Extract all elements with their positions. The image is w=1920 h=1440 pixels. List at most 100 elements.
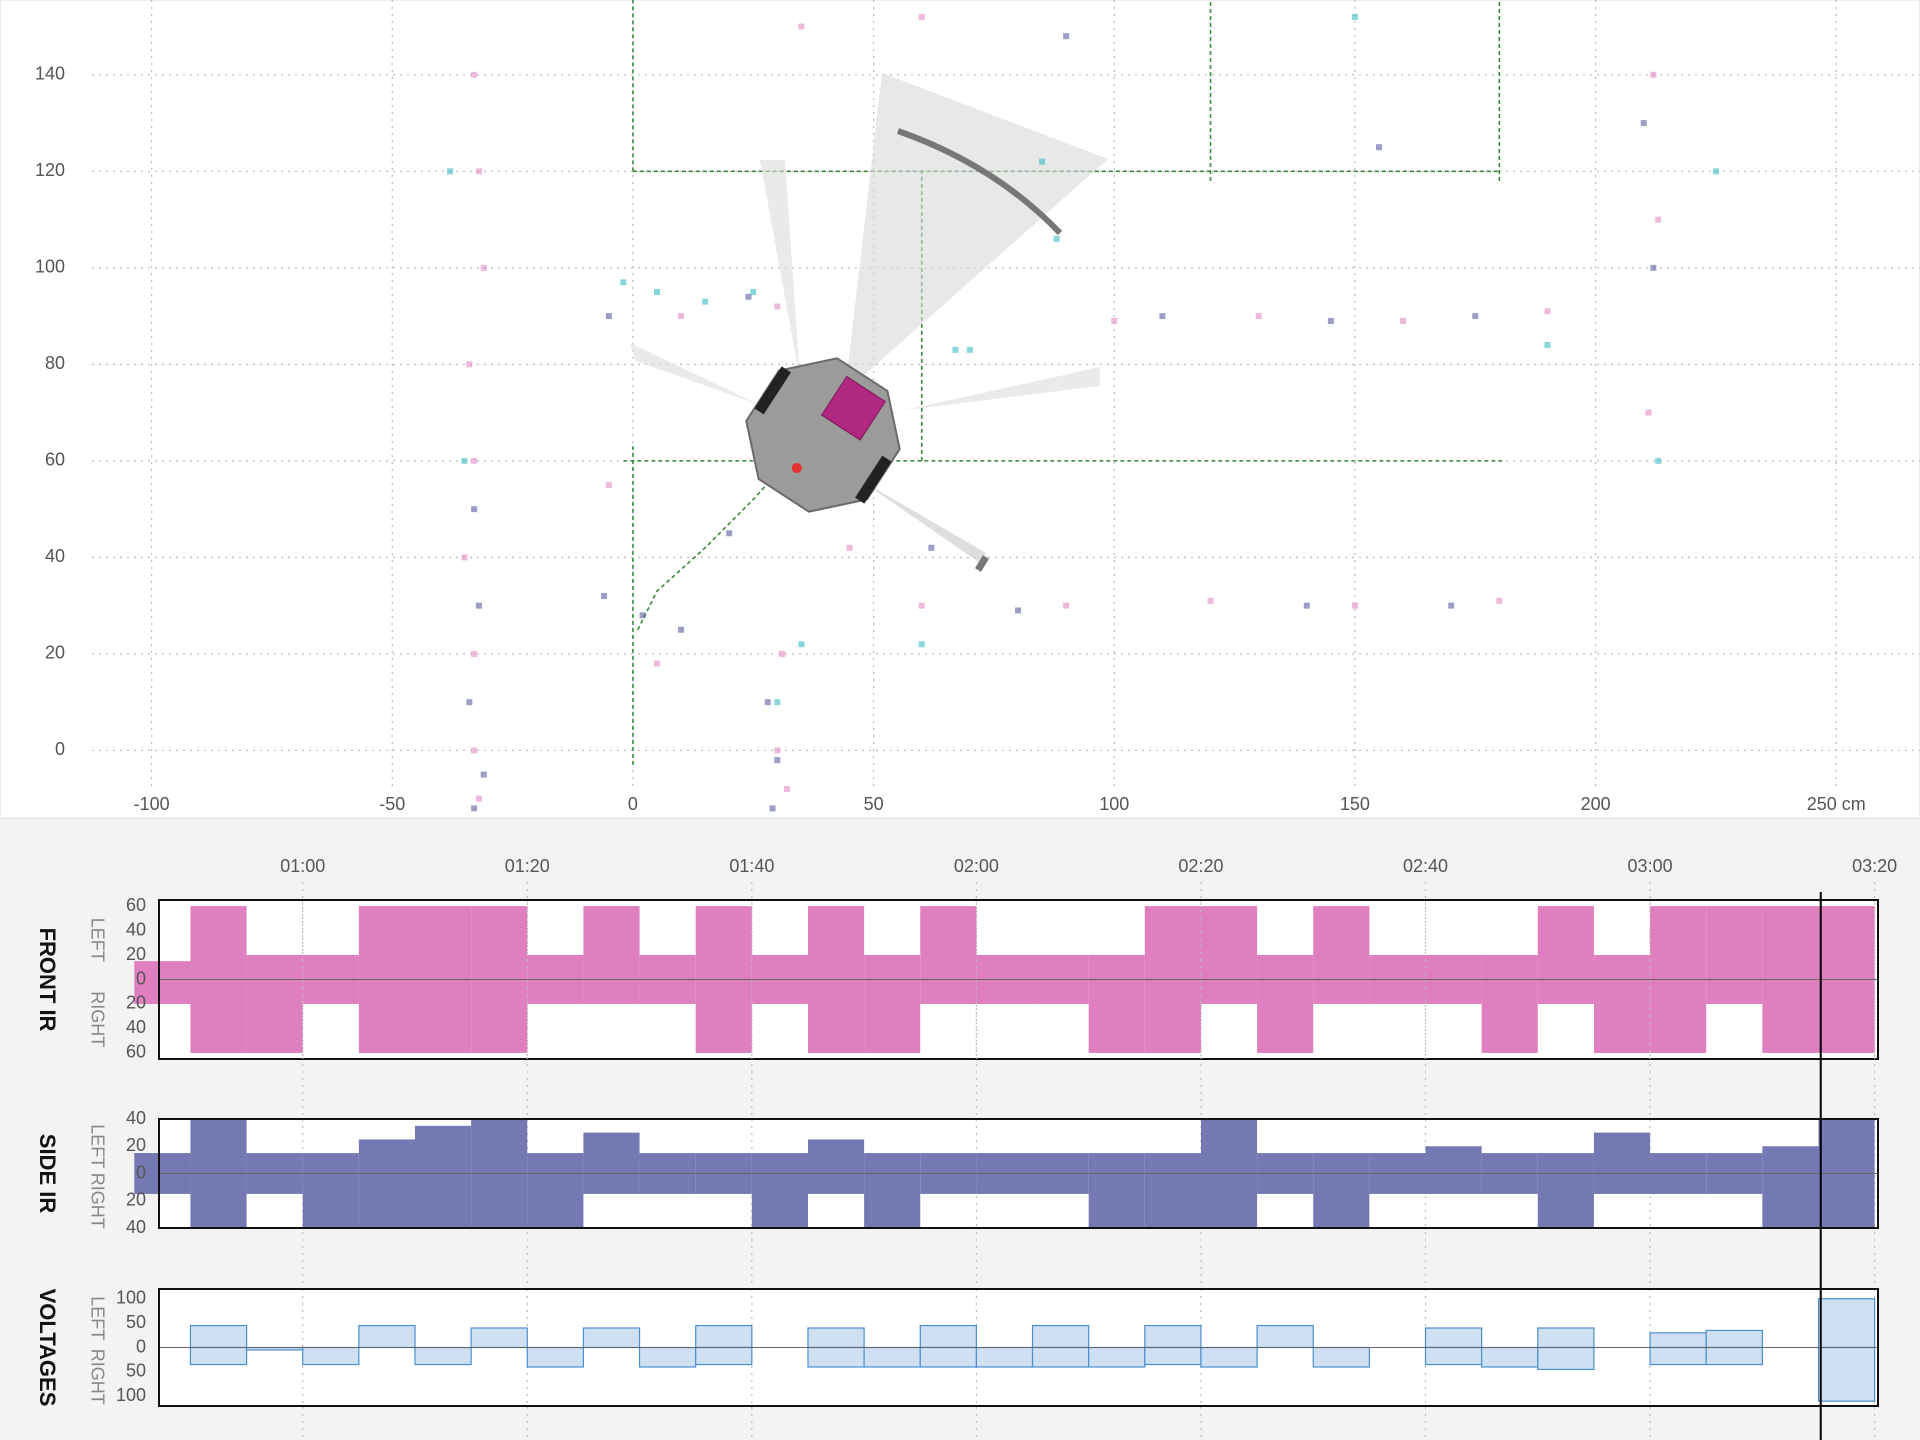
signal-bar xyxy=(919,1346,977,1368)
signal-bar xyxy=(302,955,359,980)
x-tick-label: 50 xyxy=(864,794,884,814)
signal-bar xyxy=(358,1173,415,1228)
signal-bar xyxy=(1200,979,1258,1004)
signal-bar xyxy=(1313,1173,1370,1228)
scan-point xyxy=(1375,144,1382,151)
signal-bar xyxy=(1425,955,1482,980)
signal-bar xyxy=(1481,955,1538,980)
range-arc xyxy=(897,128,1063,236)
x-tick-label: 03:00 xyxy=(1628,856,1673,876)
scan-point xyxy=(1544,308,1551,315)
y-tick-label: 0 xyxy=(136,968,146,988)
scan-point xyxy=(471,650,478,657)
signal-bar xyxy=(695,906,752,980)
signal-bar xyxy=(751,979,808,1004)
signal-bar xyxy=(1088,955,1145,980)
signal-bar xyxy=(1593,1132,1651,1174)
signal-bar xyxy=(1481,1173,1538,1194)
signal-bar xyxy=(920,979,977,1004)
signal-bar xyxy=(1481,979,1538,1053)
signal-bar xyxy=(583,1132,640,1174)
scan-point xyxy=(471,457,478,464)
scan-point xyxy=(1053,235,1060,242)
signal-bar xyxy=(1818,906,1875,980)
signal-bar xyxy=(527,979,584,1004)
series-label: LEFT xyxy=(87,918,107,962)
signal-bar xyxy=(1762,1146,1819,1174)
y-tick-label: 100 xyxy=(116,1288,146,1308)
y-tick-label: 50 xyxy=(126,1361,146,1381)
signal-bar xyxy=(358,906,415,980)
scan-point xyxy=(654,660,661,667)
signal-bar xyxy=(1762,979,1819,1053)
signal-bar xyxy=(807,1327,865,1349)
signal-bar xyxy=(976,979,1033,1004)
signal-bar xyxy=(919,1324,977,1349)
scan-point xyxy=(461,554,468,561)
scan-point xyxy=(1111,317,1118,324)
signal-bar xyxy=(1144,906,1201,980)
signal-bar xyxy=(358,1324,416,1349)
scan-point xyxy=(918,602,925,609)
scan-point xyxy=(1544,342,1551,349)
scan-point xyxy=(475,168,482,175)
signal-bar xyxy=(583,1173,640,1194)
signal-bar xyxy=(1818,979,1875,1053)
sensor-cone xyxy=(760,160,800,380)
signal-bar xyxy=(1144,1153,1201,1174)
signal-bar xyxy=(1144,1173,1201,1228)
signal-bar xyxy=(134,1153,191,1174)
signal-bar xyxy=(246,955,303,980)
signal-bar xyxy=(358,979,415,1053)
signal-bar xyxy=(976,1153,1033,1174)
scan-point xyxy=(774,303,781,310)
wheel xyxy=(754,366,791,415)
panel: 40 20 0 20 40 SIDE IR LEFT RIGHT xyxy=(35,1108,1879,1237)
scan-point xyxy=(764,699,771,706)
signal-bar xyxy=(638,1346,697,1368)
signal-bar xyxy=(1424,1327,1483,1349)
signal-bar xyxy=(190,906,247,980)
signal-bar xyxy=(1649,1346,1707,1366)
scan-point xyxy=(1655,216,1662,223)
signal-bar xyxy=(189,1324,248,1349)
panel-title: FRONT IR xyxy=(35,928,60,1032)
signal-bar xyxy=(807,979,865,1053)
signal-bar xyxy=(1537,1153,1594,1174)
signal-bar xyxy=(1762,906,1819,980)
scan-point xyxy=(447,168,454,175)
scan-point xyxy=(678,626,685,633)
signal-bar xyxy=(190,1119,247,1174)
robot-top xyxy=(820,375,886,441)
y-tick-label: 40 xyxy=(45,546,65,566)
sensor-cone xyxy=(845,73,1108,392)
y-tick-label: 20 xyxy=(126,1135,146,1155)
signal-bar xyxy=(1481,1346,1539,1368)
y-tick-label: 0 xyxy=(136,1162,146,1182)
signal-bar xyxy=(471,1119,528,1174)
x-tick-label: 01:20 xyxy=(505,856,550,876)
signal-bar xyxy=(1369,955,1426,980)
y-tick-label: 100 xyxy=(35,257,65,277)
signal-bar xyxy=(1031,1346,1090,1368)
y-tick-label: 140 xyxy=(35,64,65,84)
y-tick-label: 0 xyxy=(55,739,65,759)
scan-point xyxy=(846,544,853,551)
signal-bar xyxy=(1650,1173,1707,1194)
signal-bar xyxy=(527,1173,584,1228)
panel-title: SIDE IR xyxy=(35,1134,60,1214)
signal-bar xyxy=(527,955,584,980)
signal-bar xyxy=(864,1153,921,1174)
signal-bar xyxy=(864,1173,921,1228)
signal-bar xyxy=(527,1153,584,1174)
scan-point xyxy=(750,288,757,295)
signal-bar xyxy=(1144,1346,1202,1366)
scan-point xyxy=(966,346,973,353)
scan-point xyxy=(461,457,468,464)
signal-bar xyxy=(414,1125,472,1174)
scan-point xyxy=(678,313,685,320)
signal-bar xyxy=(134,1173,191,1194)
signal-bar xyxy=(639,1153,696,1174)
sensor-cones xyxy=(630,73,1108,572)
